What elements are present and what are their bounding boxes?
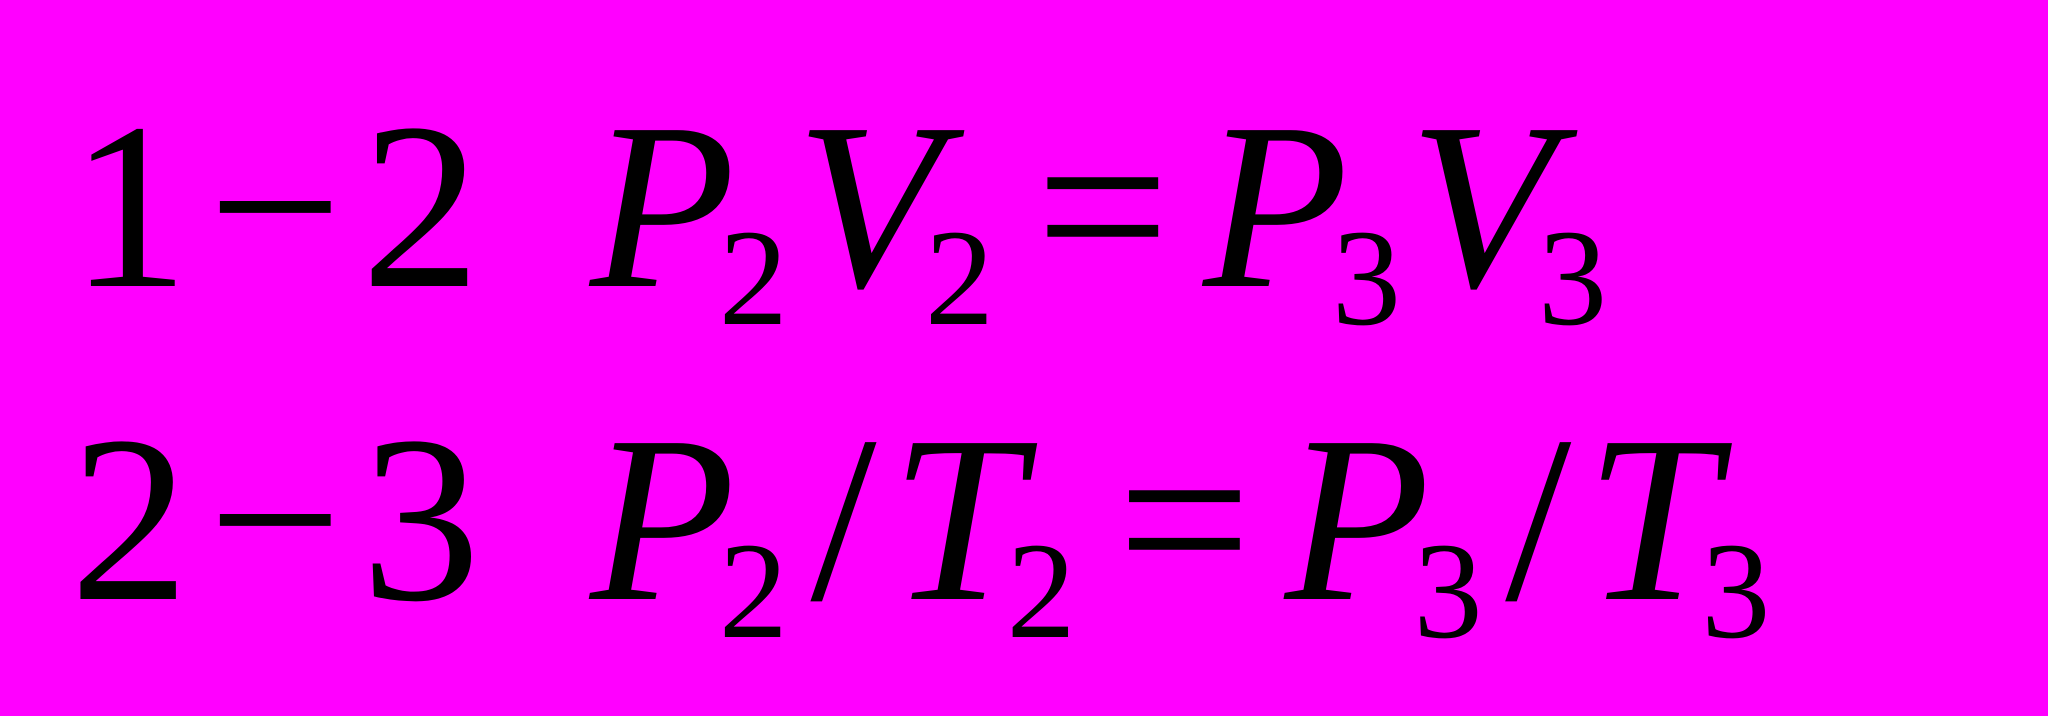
minus-sign: −: [189, 401, 361, 639]
var-P: P: [590, 75, 735, 338]
sub-3: 3: [1538, 201, 1607, 354]
equals-sign: =: [1002, 88, 1203, 326]
sub-2: 2: [719, 514, 788, 667]
sub-2: 2: [1007, 514, 1076, 667]
process-label-1: 1−2: [70, 88, 590, 326]
sub-3: 3: [1414, 514, 1483, 667]
equation-row-2: 2−3 P2/T2=P3/T3: [70, 401, 1978, 639]
sub-2: 2: [925, 201, 994, 354]
slash: /: [1491, 388, 1586, 651]
sub-2: 2: [719, 201, 788, 354]
var-T: T: [1586, 388, 1718, 651]
equation-canvas: 1−2 P2V2=P3V3 2−3 P2/T2=P3/T3: [0, 0, 2048, 716]
var-V: V: [1409, 75, 1554, 338]
equation-2: P2/T2=P3/T3: [590, 401, 1779, 639]
var-P: P: [590, 388, 735, 651]
label-from-1: 1: [70, 75, 189, 338]
minus-sign: −: [189, 88, 361, 326]
equation-row-1: 1−2 P2V2=P3V3: [70, 88, 1978, 326]
var-P: P: [1285, 388, 1430, 651]
label-to-1: 2: [361, 75, 480, 338]
sub-3: 3: [1701, 514, 1770, 667]
label-to-2: 3: [361, 388, 480, 651]
slash: /: [796, 388, 891, 651]
var-V: V: [796, 75, 941, 338]
sub-3: 3: [1332, 201, 1401, 354]
process-label-2: 2−3: [70, 401, 590, 639]
equation-1: P2V2=P3V3: [590, 88, 1615, 326]
label-from-2: 2: [70, 388, 189, 651]
equals-sign: =: [1084, 401, 1285, 639]
var-P: P: [1203, 75, 1348, 338]
var-T: T: [891, 388, 1023, 651]
